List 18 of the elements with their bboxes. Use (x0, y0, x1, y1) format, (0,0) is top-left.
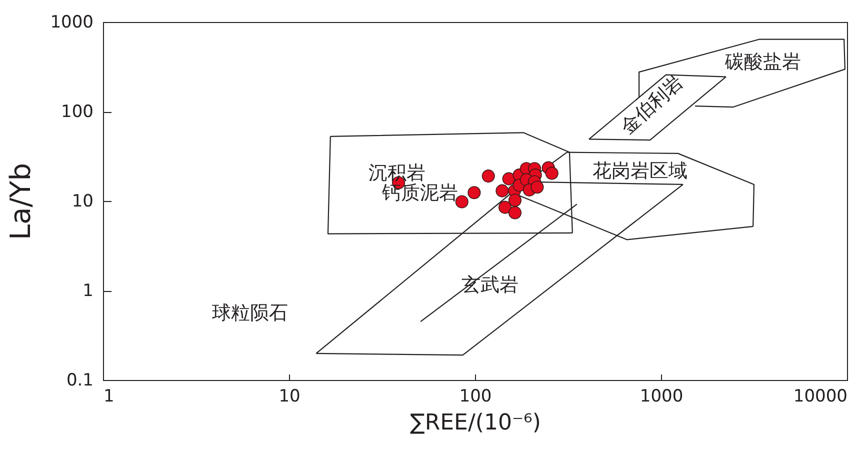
y-tick-label: 1000 (50, 12, 94, 32)
annotation: 钙质泥岩 (381, 182, 458, 204)
y-tick-label: 100 (61, 102, 94, 122)
x-tick-label: 100 (459, 386, 492, 406)
annotation: 花岗岩区域 (592, 160, 688, 182)
x-axis-title: ∑REE/(10⁻⁶) (410, 410, 541, 436)
annotation: 沉积岩 (368, 162, 426, 184)
x-tick-label: 10000 (793, 386, 848, 406)
x-tick-label: 1 (104, 386, 114, 406)
y-tick-label: 1 (82, 281, 94, 301)
x-tick-label: 10 (278, 386, 300, 406)
x-tick-label: 1000 (640, 386, 684, 406)
annotation: 金伯利岩 (616, 71, 688, 139)
y-tick-label: 10 (72, 192, 94, 212)
y-axis-title: La/Yb (4, 162, 38, 240)
annotation: 球粒陨石 (212, 302, 288, 324)
y-tick-label: 0.1 (66, 370, 94, 390)
annotation: 碳酸盐岩 (724, 51, 801, 73)
